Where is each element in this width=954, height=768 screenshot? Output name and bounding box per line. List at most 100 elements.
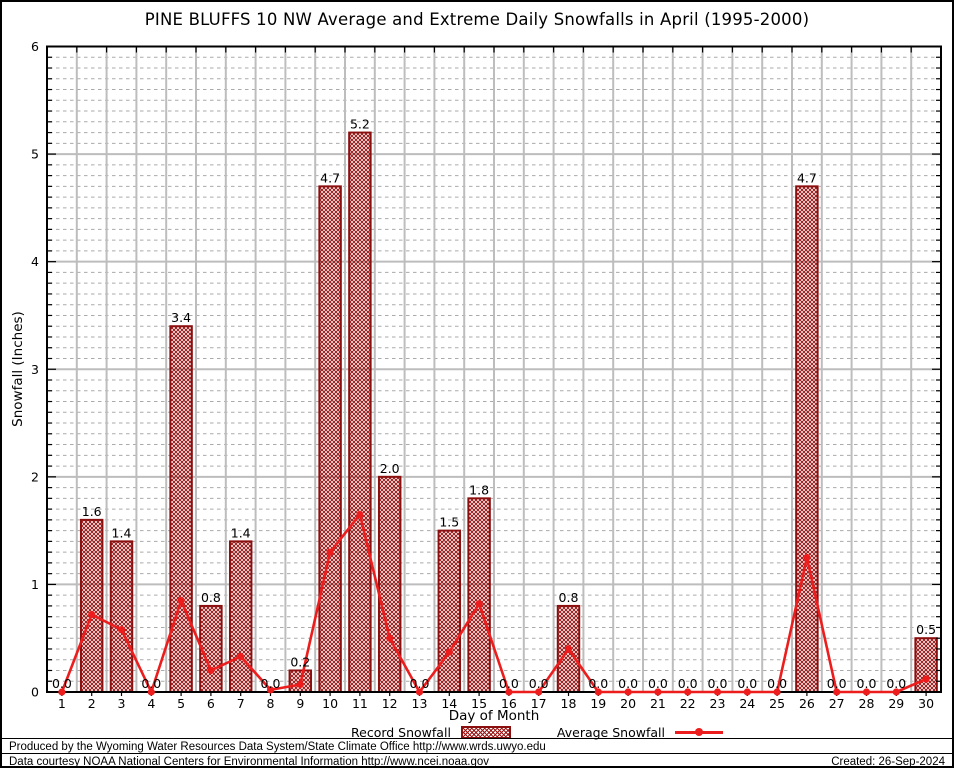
bar-value-label: 3.4: [171, 310, 191, 325]
x-tick-label: 12: [382, 696, 398, 711]
average-snowfall-marker: [88, 610, 96, 619]
x-tick-label: 5: [177, 696, 185, 711]
x-tick-label: 16: [501, 696, 517, 711]
average-snowfall-marker: [862, 688, 871, 696]
line-marker-icon: [694, 728, 703, 736]
average-snowfall-marker: [773, 688, 781, 696]
x-tick-label: 23: [710, 696, 726, 711]
x-axis-label: Day of Month: [448, 708, 540, 724]
average-snowfall-marker: [266, 686, 275, 694]
y-axis-label: Snowfall (Inches): [10, 311, 26, 427]
average-snowfall-marker: [177, 596, 185, 605]
x-tick-label: 21: [650, 696, 666, 711]
record-snowfall-bar: [228, 540, 253, 694]
average-snowfall-marker: [58, 688, 66, 696]
average-snowfall-marker: [147, 688, 155, 696]
average-snowfall-marker: [535, 688, 543, 696]
average-snowfall-swatch-icon: [674, 728, 723, 736]
bar-value-label: 0.5: [916, 622, 936, 637]
average-snowfall-marker: [684, 688, 692, 696]
footer-bottom-row: Data courtesy NOAA National Centers for …: [9, 755, 945, 768]
bar-value-label: 0.8: [201, 590, 221, 605]
x-tick-label: 22: [680, 696, 696, 711]
average-snowfall-marker: [564, 645, 573, 653]
record-snowfall-bar: [199, 604, 223, 694]
bar-value-label: 0.0: [857, 676, 877, 691]
x-tick-label: 20: [620, 696, 636, 711]
average-snowfall-marker: [892, 688, 900, 696]
average-snowfall-marker: [415, 688, 424, 696]
record-snowfall-bar: [467, 497, 491, 693]
average-snowfall-marker: [505, 688, 513, 696]
average-snowfall-marker: [803, 553, 811, 562]
x-tick-label: 15: [471, 696, 487, 711]
record-snowfall-bar: [109, 540, 134, 694]
average-snowfall-marker: [386, 634, 394, 642]
x-tick-label: 27: [829, 696, 845, 711]
footer-produced-by: Produced by the Wyoming Water Resources …: [9, 741, 546, 753]
average-snowfall-marker: [356, 510, 364, 519]
record-snowfall-bar: [377, 475, 402, 694]
bar-value-label: 0.0: [648, 676, 668, 691]
footer-data-courtesy: Data courtesy NOAA National Centers for …: [9, 755, 490, 768]
average-snowfall-marker: [594, 688, 602, 696]
chart-title: PINE BLUFFS 10 NW Average and Extreme Da…: [144, 10, 810, 29]
bar-value-label: 1.4: [231, 525, 251, 540]
record-snowfall-bar: [914, 637, 938, 693]
average-snowfall-marker: [475, 600, 483, 608]
plot-border: [46, 45, 942, 693]
legend: Record Snowfall Average Snowfall: [122, 724, 952, 740]
plot-area: 0.0 1.6 1.4 0.0 3.4 0.8 1.4 0.0 0.2 4.7 5.2 2.0 0.0 1…: [31, 39, 942, 711]
x-tick-label: 25: [769, 696, 785, 711]
bar-value-label: 0.0: [618, 676, 638, 691]
bar-value-label: 0.0: [141, 676, 161, 691]
record-snowfall-bar: [79, 518, 104, 693]
y-tick-label: 3: [31, 362, 39, 377]
bar-value-label: 1.4: [112, 525, 132, 540]
y-tick-label: 4: [31, 254, 39, 269]
bar-value-label: 0.2: [290, 654, 310, 669]
x-tick-label: 8: [267, 696, 275, 711]
average-snowfall-marker: [713, 688, 722, 696]
bar-value-label: 0.0: [410, 676, 430, 691]
bar-value-label: 0.0: [499, 676, 519, 691]
x-tick-label: 26: [799, 696, 815, 711]
bar-value-label: 0.8: [559, 590, 579, 605]
average-snowfall-marker: [296, 680, 304, 689]
x-tick-label: 2: [88, 696, 96, 711]
record-snowfall-bar: [348, 131, 372, 694]
y-tick-label: 5: [31, 147, 39, 162]
x-tick-label: 24: [739, 696, 755, 711]
y-tick-label: 2: [31, 469, 39, 484]
bar-value-label: 0.0: [529, 676, 549, 691]
x-tick-label: 19: [590, 696, 606, 711]
x-tick-label: 14: [441, 696, 457, 711]
footer-created-date: Created: 26-Sep-2024: [831, 755, 945, 768]
average-snowfall-marker: [922, 675, 930, 683]
x-tick-label: 29: [888, 696, 904, 711]
legend-average-label: Average Snowfall: [556, 724, 665, 740]
x-tick-label: 9: [296, 696, 304, 711]
legend-record-label: Record Snowfall: [351, 724, 451, 740]
average-snowfall-marker: [743, 688, 751, 696]
bar-value-label: 0.0: [678, 676, 698, 691]
bar-value-label: 4.7: [320, 170, 340, 185]
bar-value-label: 0.0: [588, 676, 608, 691]
average-snowfall-marker: [326, 548, 334, 556]
y-tick-label: 6: [31, 39, 39, 54]
bar-value-label: 1.5: [439, 515, 459, 530]
x-tick-label: 30: [918, 696, 934, 711]
average-snowfall-marker: [207, 666, 215, 675]
bar-value-label: 0.0: [737, 676, 757, 691]
y-tick-label: 1: [31, 577, 39, 592]
bar-value-label: 4.7: [797, 170, 817, 185]
bar-value-label: 1.8: [469, 482, 489, 497]
x-tick-label: 28: [859, 696, 875, 711]
average-snowfall-line: [60, 513, 927, 694]
x-tick-label: 1: [58, 696, 66, 711]
bar-value-label: 5.2: [350, 117, 370, 132]
x-tick-label: 17: [531, 696, 547, 711]
average-snowfall-marker: [624, 688, 632, 696]
x-tick-label: 13: [412, 696, 428, 711]
footer-divider-bottom: [2, 753, 952, 754]
